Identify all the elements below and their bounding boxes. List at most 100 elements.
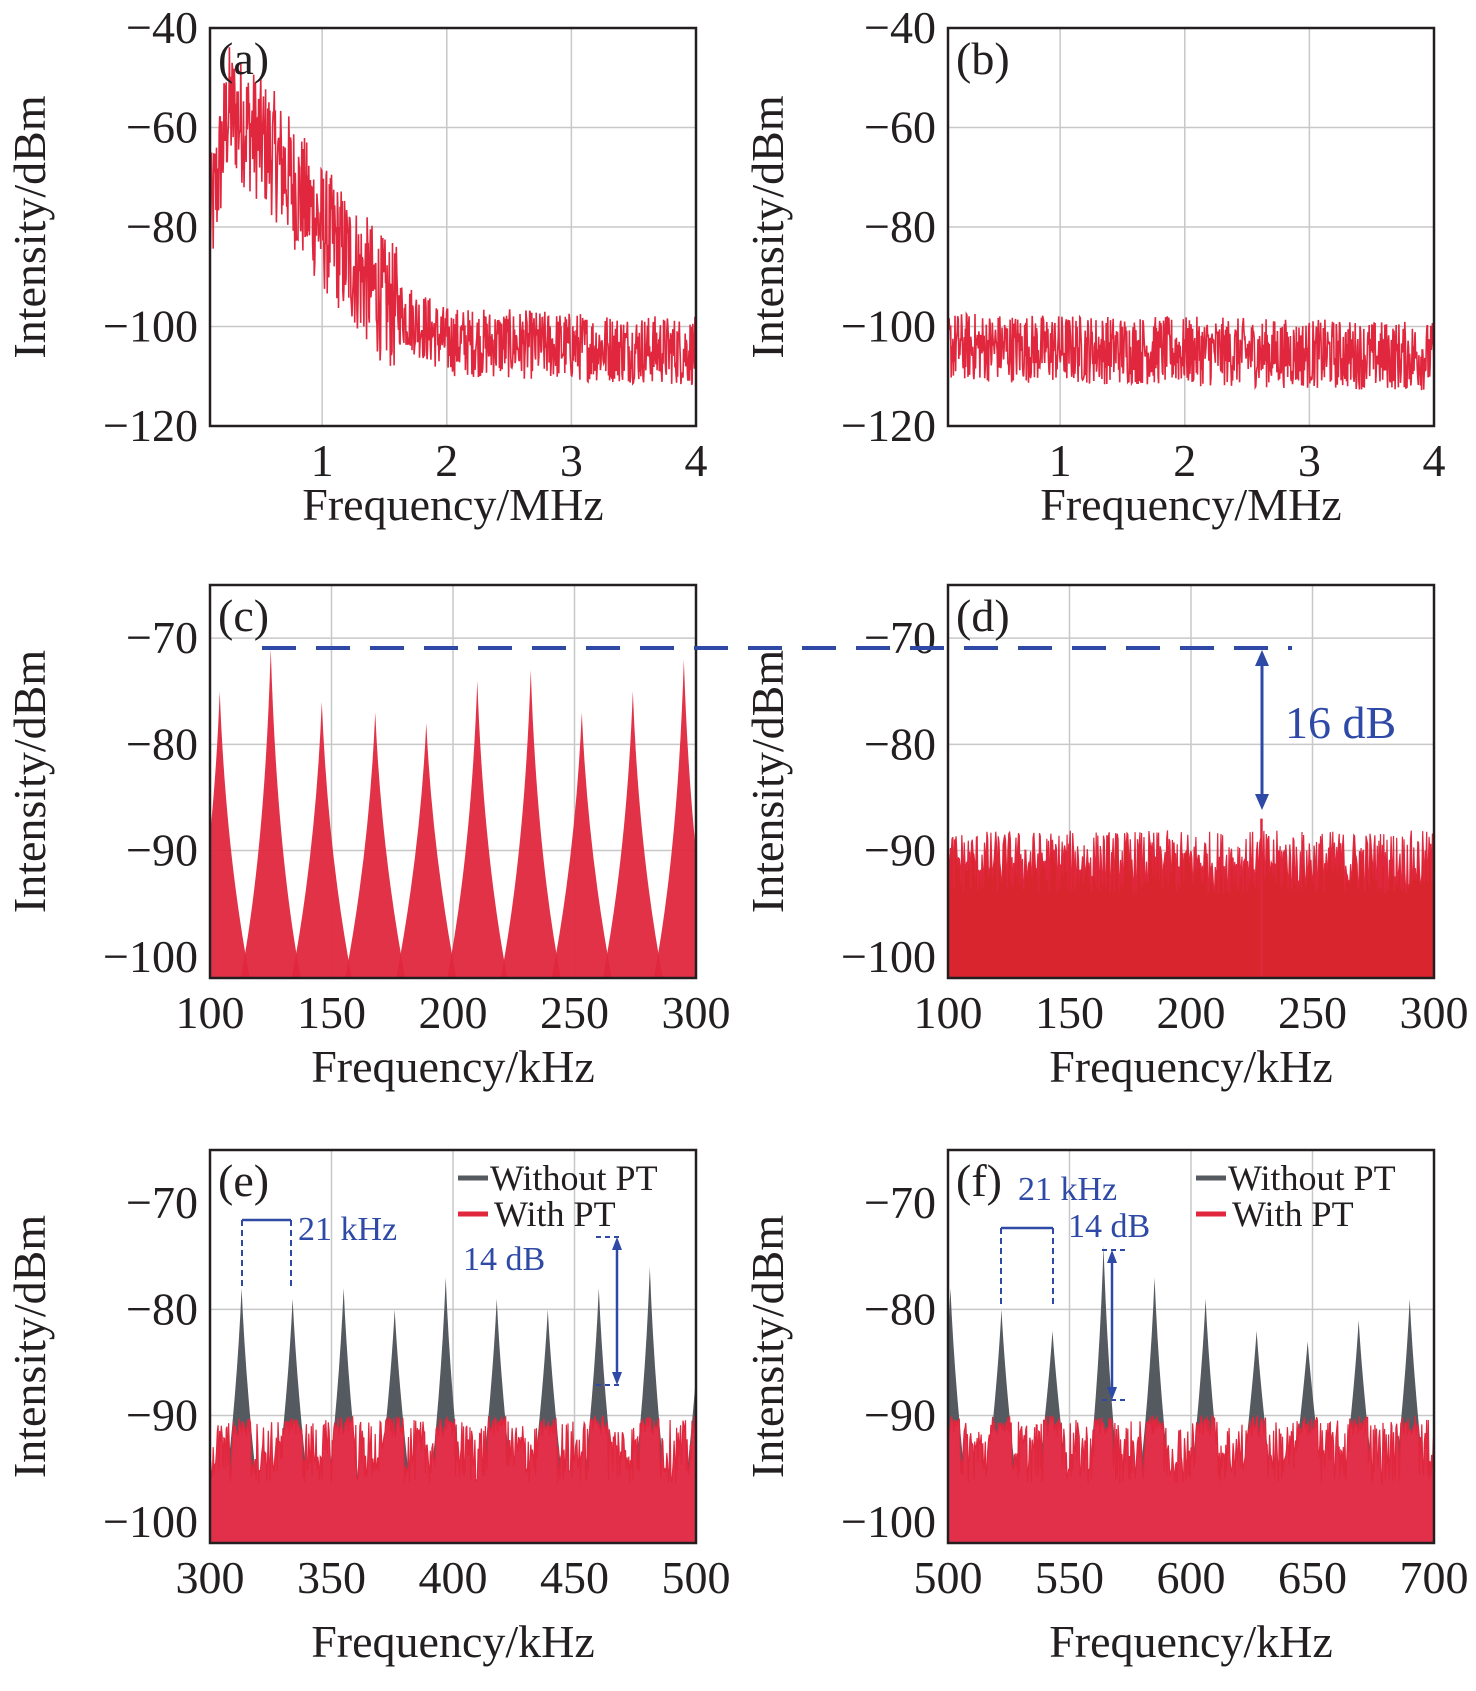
- y-axis-label: Intensity/dBm: [4, 650, 55, 913]
- annotations: 16 dB 21 kHz 14 dB 21 kHz 14 dB: [241, 646, 1396, 1401]
- y-tick-label: −80: [126, 718, 198, 769]
- panel-label: (d): [956, 590, 1010, 641]
- y-tick-label: −40: [864, 2, 936, 53]
- plot-frame: [208, 583, 698, 980]
- x-tick-label: 300: [1400, 987, 1469, 1038]
- peak: [240, 648, 301, 978]
- with-pt-floor: [948, 1414, 1434, 1543]
- f-db-arrow-head-top: [1107, 1250, 1117, 1263]
- plot-area: [210, 648, 696, 978]
- x-tick-label: 4: [1423, 435, 1446, 486]
- plot-area: [210, 1266, 696, 1543]
- x-axis-label: Frequency/kHz: [1049, 1041, 1333, 1092]
- y-tick-label: −90: [126, 1390, 198, 1441]
- x-tick-label: 600: [1157, 1552, 1226, 1603]
- y-tick-label: −80: [864, 201, 936, 252]
- x-tick-label: 250: [1278, 987, 1347, 1038]
- x-tick-label: 300: [662, 987, 731, 1038]
- plot-area: [210, 47, 696, 386]
- arrow-16db-head-bottom: [1255, 794, 1269, 810]
- y-tick-label: −90: [126, 825, 198, 876]
- y-tick-label: −80: [864, 718, 936, 769]
- peak: [602, 691, 663, 978]
- annotation-e-db: 14 dB: [463, 1241, 545, 1278]
- y-tick-label: −100: [841, 1496, 936, 1547]
- panel-label: (b): [956, 33, 1010, 84]
- x-tick-label: 200: [1157, 987, 1226, 1038]
- plot-frame: [946, 1148, 1436, 1545]
- plot-frame: [208, 1148, 698, 1545]
- x-tick-label: 300: [176, 1552, 245, 1603]
- y-tick-label: −60: [864, 102, 936, 153]
- x-tick-label: 500: [662, 1552, 731, 1603]
- legend-f-without-label: Without PT: [1228, 1158, 1396, 1198]
- x-tick-label: 1: [311, 435, 334, 486]
- x-tick-label: 450: [540, 1552, 609, 1603]
- y-tick-label: −70: [126, 612, 198, 663]
- annotation-e-khz: 21 kHz: [298, 1211, 397, 1248]
- x-tick-label: 350: [297, 1552, 366, 1603]
- y-axis-label: Intensity/dBm: [4, 1215, 55, 1478]
- panel-d: 100 150 200 250 300 −70 −80 −90 −100 Frequency/kH…: [742, 583, 1469, 1092]
- y-tick-label: −100: [841, 301, 936, 352]
- x-tick-label: 400: [419, 1552, 488, 1603]
- x-tick-label: 650: [1278, 1552, 1347, 1603]
- x-tick-label: 2: [435, 435, 458, 486]
- peak: [447, 680, 508, 978]
- y-tick-label: −100: [841, 931, 936, 982]
- x-axis-label: Frequency/MHz: [1040, 479, 1341, 530]
- e-db-arrow-head-top: [612, 1237, 622, 1250]
- legend-f: Without PT With PT: [1196, 1158, 1396, 1234]
- y-tick-label: −60: [126, 102, 198, 153]
- peak: [653, 659, 696, 978]
- peak: [500, 669, 561, 978]
- x-tick-label: 500: [914, 1552, 983, 1603]
- y-axis-label: Intensity/dBm: [742, 95, 793, 358]
- y-tick-label: −70: [864, 1177, 936, 1228]
- y-tick-label: −70: [864, 612, 936, 663]
- legend-e-with-label: With PT: [494, 1194, 616, 1234]
- annotation-f-khz: 21 kHz: [1018, 1171, 1117, 1208]
- y-tick-label: −100: [103, 931, 198, 982]
- panel-label: (f): [956, 1155, 1002, 1206]
- spectrum-trace: [210, 47, 696, 386]
- x-tick-label: 700: [1400, 1552, 1469, 1603]
- noise-floor: [948, 830, 1434, 978]
- peak: [551, 712, 612, 978]
- panel-label: (e): [218, 1155, 269, 1206]
- plot-area: [948, 311, 1434, 391]
- x-tick-label: 2: [1173, 435, 1196, 486]
- spectrum-trace: [948, 311, 1434, 391]
- legend-e-without-label: Without PT: [490, 1158, 658, 1198]
- x-axis-label: Frequency/kHz: [1049, 1616, 1333, 1667]
- panel-f: 500 550 600 650 700 −70 −80 −90 −100 Frequency/kH…: [742, 1148, 1469, 1667]
- arrow-16db-head-top: [1255, 650, 1269, 666]
- peak: [345, 712, 406, 978]
- x-tick-label: 100: [176, 987, 245, 1038]
- legend-e: Without PT With PT: [458, 1158, 658, 1234]
- panel-b: 1 2 3 4 −40 −60 −80 −100 −120 Frequency/MHz Intens…: [742, 2, 1446, 530]
- plot-area: [948, 1245, 1434, 1543]
- peak: [396, 723, 457, 978]
- x-tick-label: 1: [1049, 435, 1072, 486]
- y-axis-label: Intensity/dBm: [742, 1215, 793, 1478]
- y-axis-label: Intensity/dBm: [742, 650, 793, 913]
- e-db-arrow-head-bottom: [612, 1372, 622, 1385]
- y-tick-label: −80: [126, 201, 198, 252]
- f-db-arrow-head-bottom: [1107, 1387, 1117, 1400]
- plot-frame: [946, 583, 1436, 980]
- peak: [210, 691, 250, 978]
- x-tick-label: 200: [419, 987, 488, 1038]
- x-tick-label: 250: [540, 987, 609, 1038]
- panel-label: (a): [218, 33, 269, 84]
- panel-c: 100 150 200 250 300 −70 −80 −90 −100 Frequency/kH…: [4, 583, 731, 1092]
- plot-area: [948, 818, 1434, 978]
- panel-a: 1 2 3 4 −40 −60 −80 −100 −120 Frequency/MHz Intens…: [4, 2, 708, 530]
- y-tick-label: −80: [126, 1283, 198, 1334]
- with-pt-floor: [210, 1414, 696, 1543]
- y-tick-label: −100: [103, 1496, 198, 1547]
- y-tick-label: −100: [103, 301, 198, 352]
- y-tick-label: −120: [103, 400, 198, 451]
- annotation-f-db: 14 dB: [1068, 1208, 1150, 1245]
- x-axis-label: Frequency/MHz: [302, 479, 603, 530]
